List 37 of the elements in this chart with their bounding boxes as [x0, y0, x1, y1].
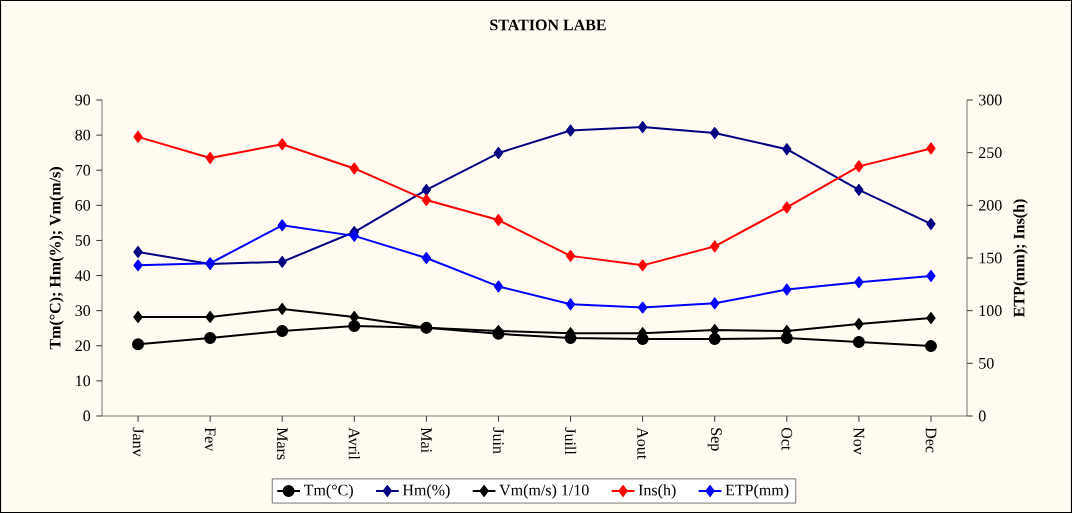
y2-tick-label: 150: [979, 252, 1002, 264]
x-tick-label: Dec: [925, 427, 937, 453]
y-tick-label: 90: [75, 94, 91, 106]
y2-tick-label: 300: [979, 94, 1002, 106]
x-tick-label: Juill: [564, 427, 577, 455]
legend-label: Ins(h): [638, 484, 676, 499]
y-axis-title: Tm(°C); Hm(%); Vm(m/s): [49, 167, 64, 350]
y-tick-label: 80: [75, 129, 91, 141]
y-tick-label: 40: [75, 270, 91, 281]
legend-label: ETP(mm): [725, 484, 789, 499]
x-tick-label: Fev: [204, 427, 216, 452]
y-tick-label: 0: [83, 410, 91, 422]
x-tick-label: Nov: [853, 427, 865, 455]
x-tick-label: Janv: [132, 427, 144, 457]
y-tick-label: 50: [75, 235, 91, 246]
y-tick-label: 20: [75, 340, 91, 352]
legend-label: Tm(°C): [303, 484, 353, 499]
chart-title: STATION LABE: [490, 19, 606, 31]
legend-label: Vm(m/s) 1/10: [499, 484, 589, 499]
x-tick-label: Aout: [637, 427, 648, 460]
x-tick-label: Sep: [707, 428, 722, 451]
x-tick-label: Mai: [421, 427, 432, 453]
legend-label: Hm(%): [402, 484, 450, 499]
x-tick-label: Mars: [276, 427, 288, 460]
y2-tick-label: 100: [979, 305, 1002, 317]
y2-tick-label: 50: [979, 357, 994, 369]
x-tick-label: Avril: [348, 427, 360, 460]
y-tick-label: 30: [75, 305, 91, 317]
y-tick-label: 10: [76, 375, 91, 387]
y-tick-label: 70: [75, 164, 91, 176]
y2-tick-label: 250: [979, 147, 1002, 159]
y2-axis-title: ETP(mm); Ins(h): [1013, 199, 1028, 318]
x-tick-label: Oct: [781, 427, 793, 451]
x-tick-label: Juin: [493, 427, 504, 454]
y-tick-label: 60: [75, 199, 91, 211]
y2-tick-label: 200: [979, 199, 1002, 211]
y2-tick-label: 0: [978, 410, 986, 422]
